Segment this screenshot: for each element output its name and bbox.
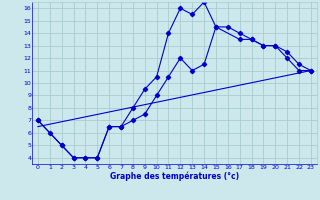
- X-axis label: Graphe des températures (°c): Graphe des températures (°c): [110, 171, 239, 181]
